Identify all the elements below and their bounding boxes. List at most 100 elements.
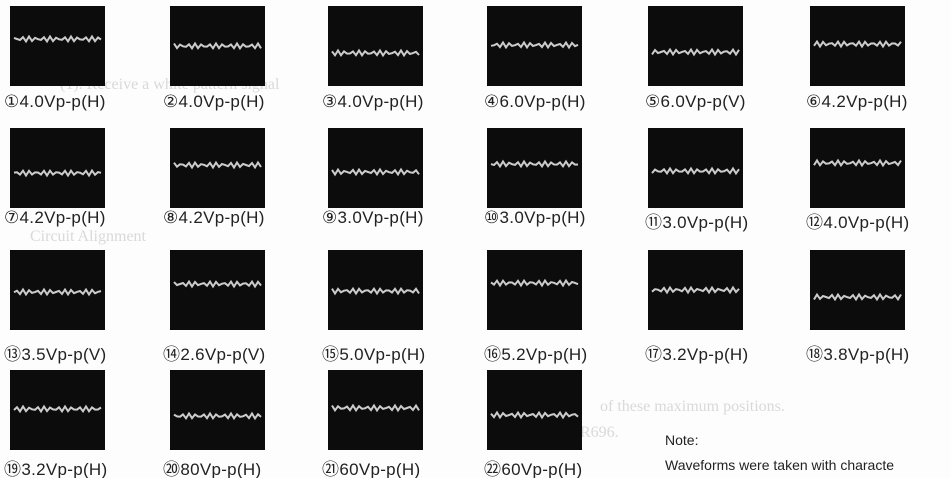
page: (1). Receive a white pattern signal Circ… <box>0 0 951 478</box>
waveform-number: ⑨ <box>322 208 338 227</box>
waveform-caption: ⑩3.0Vp-p(H) <box>484 208 586 228</box>
waveform-number: ⑮ <box>322 345 339 364</box>
trace <box>14 171 101 176</box>
waveform-voltage: 3.0Vp-p(H) <box>338 208 424 227</box>
oscilloscope-image <box>648 250 743 330</box>
waveform-number: ② <box>163 92 179 111</box>
oscilloscope-image <box>648 128 743 208</box>
trace <box>814 42 901 47</box>
waveform-voltage: 5.0Vp-p(H) <box>339 345 425 364</box>
waveform-number: ⑪ <box>645 213 662 232</box>
bleed-text: Circuit Alignment <box>30 228 146 246</box>
trace-canvas <box>170 6 265 86</box>
trace-canvas <box>10 250 105 330</box>
oscilloscope-image <box>810 250 905 330</box>
trace <box>814 295 901 300</box>
trace <box>174 44 261 49</box>
waveform-voltage: 3.8Vp-p(H) <box>823 345 909 364</box>
note-title: Note: <box>665 432 698 448</box>
waveform-voltage: 2.6Vp-p(V) <box>180 345 265 364</box>
oscilloscope-image <box>487 6 582 86</box>
waveform-number: ⑱ <box>806 345 823 364</box>
trace-canvas <box>328 370 423 450</box>
trace-canvas <box>487 370 582 450</box>
waveform-voltage: 60Vp-p(H) <box>501 460 582 478</box>
waveform-caption: ⑲3.2Vp-p(H) <box>4 455 107 478</box>
trace-canvas <box>648 250 743 330</box>
trace-canvas <box>810 6 905 86</box>
waveform-voltage: 4.2Vp-p(H) <box>179 208 265 227</box>
waveform-caption: ⑭2.6Vp-p(V) <box>163 340 266 365</box>
waveform-caption: ②4.0Vp-p(H) <box>163 92 265 112</box>
trace <box>14 407 101 412</box>
trace <box>332 406 419 411</box>
waveform-caption: ㉒60Vp-p(H) <box>484 455 582 478</box>
waveform-number: ⑦ <box>4 208 20 227</box>
waveform-voltage: 4.2Vp-p(H) <box>20 208 106 227</box>
trace <box>174 163 261 168</box>
oscilloscope-image <box>328 128 423 208</box>
waveform-voltage: 4.0Vp-p(H) <box>179 92 265 111</box>
waveform-voltage: 60Vp-p(H) <box>339 460 420 478</box>
waveform-caption: ③4.0Vp-p(H) <box>322 92 424 112</box>
trace-canvas <box>487 128 582 208</box>
oscilloscope-image <box>487 370 582 450</box>
trace <box>652 169 739 174</box>
trace-canvas <box>170 250 265 330</box>
trace <box>491 413 578 418</box>
waveform-number: ⑳ <box>163 460 180 478</box>
waveform-number: ⑧ <box>163 208 179 227</box>
trace-canvas <box>810 128 905 208</box>
trace-canvas <box>10 370 105 450</box>
waveform-number: ⑬ <box>4 345 21 364</box>
waveform-voltage: 80Vp-p(H) <box>180 460 261 478</box>
waveform-caption: ⑮5.0Vp-p(H) <box>322 340 425 365</box>
waveform-voltage: 3.0Vp-p(H) <box>500 208 586 227</box>
waveform-caption: ⑬3.5Vp-p(V) <box>4 340 107 365</box>
trace <box>491 43 578 48</box>
waveform-voltage: 4.0Vp-p(H) <box>338 92 424 111</box>
trace-canvas <box>648 128 743 208</box>
oscilloscope-image <box>170 6 265 86</box>
oscilloscope-image <box>10 128 105 208</box>
waveform-caption: ⑰3.2Vp-p(H) <box>645 340 748 365</box>
waveform-caption: ⑦4.2Vp-p(H) <box>4 208 106 228</box>
note-text: Waveforms were taken with characte <box>665 457 894 473</box>
waveform-caption: ⑨3.0Vp-p(H) <box>322 208 424 228</box>
waveform-caption: ⑪3.0Vp-p(H) <box>645 208 748 233</box>
oscilloscope-image <box>10 250 105 330</box>
waveform-number: ㉒ <box>484 460 501 478</box>
waveform-number: ⑯ <box>484 345 501 364</box>
trace <box>332 51 419 56</box>
waveform-voltage: 3.5Vp-p(V) <box>21 345 106 364</box>
trace-canvas <box>328 128 423 208</box>
waveform-number: ㉑ <box>322 460 339 478</box>
trace <box>491 281 578 286</box>
trace <box>491 162 578 167</box>
waveform-caption: ⑱3.8Vp-p(H) <box>806 340 909 365</box>
trace <box>814 161 901 166</box>
trace-canvas <box>170 370 265 450</box>
trace-canvas <box>648 6 743 86</box>
waveform-caption: ④6.0Vp-p(H) <box>484 92 586 112</box>
waveform-number: ④ <box>484 92 500 111</box>
trace-canvas <box>328 250 423 330</box>
waveform-number: ⑩ <box>484 208 500 227</box>
waveform-number: ⑥ <box>806 92 822 111</box>
trace-canvas <box>487 250 582 330</box>
waveform-voltage: 3.0Vp-p(H) <box>662 213 748 232</box>
oscilloscope-image <box>328 370 423 450</box>
trace <box>174 282 261 287</box>
oscilloscope-image <box>170 128 265 208</box>
waveform-voltage: 6.0Vp-p(H) <box>500 92 586 111</box>
oscilloscope-image <box>810 128 905 208</box>
waveform-voltage: 5.2Vp-p(H) <box>501 345 587 364</box>
waveform-caption: ⑤6.0Vp-p(V) <box>645 92 746 112</box>
oscilloscope-image <box>487 250 582 330</box>
waveform-voltage: 6.0Vp-p(V) <box>661 92 746 111</box>
oscilloscope-image <box>328 6 423 86</box>
oscilloscope-image <box>170 370 265 450</box>
oscilloscope-image <box>10 370 105 450</box>
trace-canvas <box>810 250 905 330</box>
waveform-caption: ⑳80Vp-p(H) <box>163 455 261 478</box>
